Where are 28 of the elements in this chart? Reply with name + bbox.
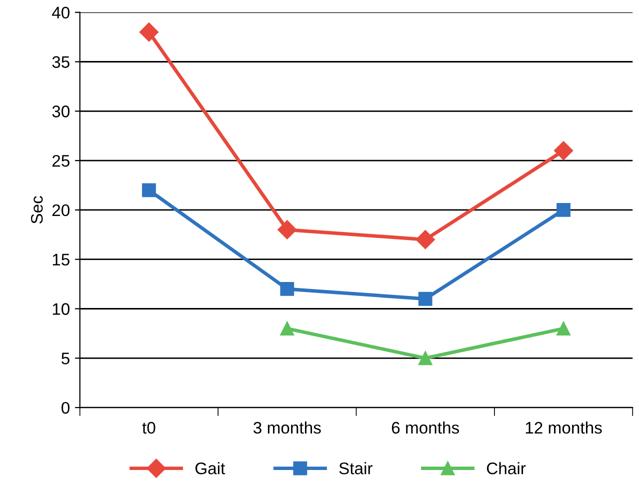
y-tick-label: 25 bbox=[52, 154, 70, 167]
point bbox=[554, 141, 574, 160]
x-tick-label: 3 months bbox=[254, 421, 321, 434]
point bbox=[556, 322, 570, 336]
y-tick-label: 15 bbox=[52, 254, 70, 266]
y-tick-label: 35 bbox=[52, 56, 70, 68]
y-tick-label: 10 bbox=[52, 303, 70, 315]
point bbox=[142, 183, 156, 198]
y-tick-label: 30 bbox=[52, 106, 70, 118]
point bbox=[280, 322, 294, 336]
point bbox=[139, 22, 158, 42]
point bbox=[556, 203, 570, 217]
point bbox=[416, 230, 435, 250]
x-tick-label: t0 bbox=[142, 422, 156, 434]
legend-label: Stair bbox=[339, 462, 372, 474]
point bbox=[278, 220, 297, 240]
point bbox=[418, 292, 432, 306]
x-tick-label: 12 months bbox=[526, 421, 602, 434]
y-tick-label: 20 bbox=[52, 204, 70, 216]
x-tick-label: 6 months bbox=[392, 421, 460, 434]
y-tick-label: 40 bbox=[52, 6, 70, 19]
legend-label: Gait bbox=[195, 462, 226, 474]
y-tick-label: 5 bbox=[62, 352, 70, 364]
point bbox=[418, 351, 432, 366]
legend-label: Chair bbox=[486, 462, 526, 474]
y-axis-title: Sec bbox=[30, 196, 43, 224]
y-tick-label: 0 bbox=[62, 402, 70, 414]
point bbox=[280, 282, 294, 296]
